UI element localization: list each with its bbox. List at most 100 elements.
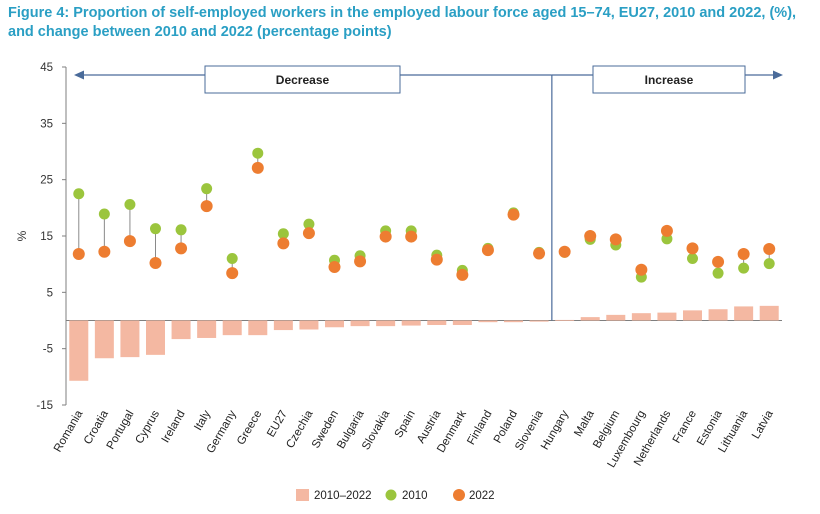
x-tick-label: Poland xyxy=(492,409,520,446)
x-tick-label: Greece xyxy=(235,409,264,448)
point-2010 xyxy=(226,253,238,265)
point-2022 xyxy=(226,267,239,280)
bars-series xyxy=(69,305,779,381)
bar xyxy=(325,320,344,328)
point-2022 xyxy=(507,208,520,221)
point-2022 xyxy=(175,242,188,255)
bar xyxy=(273,320,293,331)
point-2010 xyxy=(73,188,85,200)
decrease-arrowhead xyxy=(74,70,84,80)
point-2022 xyxy=(123,235,136,248)
bar xyxy=(759,305,779,321)
point-2022 xyxy=(737,248,750,261)
bar xyxy=(299,320,319,330)
point-2022 xyxy=(98,245,111,258)
point-2022 xyxy=(533,247,546,260)
y-tick-label: 5 xyxy=(47,287,53,299)
x-tick-label: EU27 xyxy=(265,409,290,440)
bar xyxy=(427,320,447,326)
bar xyxy=(606,314,626,321)
point-2010 xyxy=(252,147,264,159)
point-2022 xyxy=(558,245,571,258)
bar xyxy=(350,320,370,327)
point-2022 xyxy=(763,242,776,255)
point-2022 xyxy=(635,263,648,276)
point-2010 xyxy=(763,258,775,270)
bar xyxy=(171,320,191,340)
legend-label-2022: 2022 xyxy=(469,490,495,502)
point-2022 xyxy=(660,224,673,237)
x-tick-label: Ireland xyxy=(160,409,188,445)
bar xyxy=(197,320,217,338)
x-tick-label: Italy xyxy=(192,408,213,432)
bar xyxy=(657,312,677,321)
point-2022 xyxy=(200,200,213,213)
bar xyxy=(631,313,651,321)
y-tick-label: 45 xyxy=(40,62,53,74)
legend-label-change: 2010–2022 xyxy=(314,490,372,502)
point-2022 xyxy=(379,230,392,243)
y-axis-label: % xyxy=(15,230,29,241)
decrease-label: Decrease xyxy=(276,73,330,87)
x-tick-label: Finland xyxy=(465,409,494,448)
point-2022 xyxy=(430,253,443,266)
point-2022 xyxy=(354,255,367,268)
point-2022 xyxy=(72,248,85,261)
y-tick-label: 35 xyxy=(40,118,53,130)
y-tick-label: 15 xyxy=(40,231,53,243)
point-2010 xyxy=(712,267,724,279)
bar xyxy=(452,320,472,326)
point-2010 xyxy=(175,224,187,236)
bar xyxy=(94,320,114,359)
point-2010 xyxy=(124,198,136,210)
point-2022 xyxy=(609,233,622,246)
increase-box xyxy=(592,65,746,94)
bar xyxy=(504,320,523,323)
x-tick-label: Spain xyxy=(393,409,418,440)
region-annotations: Decrease Increase xyxy=(74,65,783,321)
bar xyxy=(580,317,600,321)
point-2022 xyxy=(686,242,699,255)
point-2022 xyxy=(251,161,264,174)
point-2022 xyxy=(584,230,597,242)
y-tick-label: 25 xyxy=(40,175,53,187)
point-2010 xyxy=(738,262,750,274)
x-tick-label: Cyprus xyxy=(133,408,162,446)
point-2010 xyxy=(277,228,289,240)
chart-title: Figure 4: Proportion of self-employed wo… xyxy=(8,5,797,40)
point-2022 xyxy=(302,227,315,240)
point-2022 xyxy=(712,255,725,268)
point-2010 xyxy=(303,218,315,230)
point-2022 xyxy=(481,244,494,257)
x-tick-label: Latvia xyxy=(750,408,776,441)
bar xyxy=(376,320,396,327)
y-tick-label: -5 xyxy=(43,344,53,356)
increase-arrowhead xyxy=(773,70,783,80)
legend: 2010–2022 2010 2022 xyxy=(296,489,495,502)
y-tick-label: -15 xyxy=(36,400,53,412)
stems xyxy=(78,153,770,278)
x-tick-label: Malta xyxy=(572,408,597,439)
increase-label: Increase xyxy=(645,73,694,87)
legend-swatch-2022 xyxy=(453,489,465,501)
legend-label-2010: 2010 xyxy=(402,490,428,502)
point-2010 xyxy=(201,183,213,195)
legend-swatch-change xyxy=(296,489,309,501)
bar xyxy=(120,320,140,358)
x-tick-label: France xyxy=(671,409,699,446)
point-2022 xyxy=(149,257,162,270)
point-2022 xyxy=(328,260,341,273)
point-2010 xyxy=(98,208,110,220)
points-series xyxy=(72,147,776,283)
bar xyxy=(248,320,268,336)
bar xyxy=(222,320,242,336)
bar xyxy=(478,320,498,323)
bar xyxy=(734,306,754,321)
bar xyxy=(401,320,421,326)
bar xyxy=(708,309,728,321)
point-2022 xyxy=(456,268,469,281)
bar xyxy=(529,320,549,322)
point-2022 xyxy=(277,237,290,250)
